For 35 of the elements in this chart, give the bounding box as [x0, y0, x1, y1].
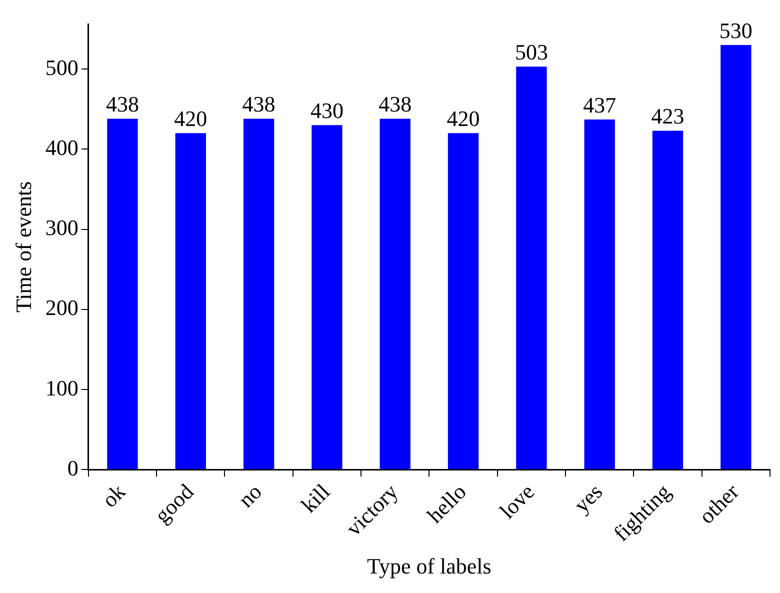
bar — [516, 66, 547, 470]
x-tick-label: love — [494, 478, 540, 524]
y-axis-title: Time of events — [10, 181, 36, 313]
data-label: 420 — [446, 106, 480, 131]
x-tick-label: kill — [296, 478, 335, 518]
y-tick-label: 400 — [45, 134, 78, 160]
y-tick-label: 100 — [45, 375, 78, 400]
bar — [652, 130, 684, 470]
bar — [380, 118, 410, 470]
data-label: 530 — [719, 18, 752, 43]
data-label: 420 — [174, 106, 208, 131]
bar — [584, 120, 615, 470]
bar — [720, 45, 752, 470]
x-axis-title: Type of labels — [367, 554, 492, 579]
data-label: 438 — [106, 92, 139, 117]
data-label: 438 — [378, 92, 412, 117]
x-tick-label: yes — [568, 478, 608, 518]
data-label: 423 — [651, 104, 684, 129]
bar — [243, 118, 274, 470]
data-label: 430 — [310, 98, 344, 123]
x-tick-label: hello — [422, 478, 471, 528]
bar — [175, 133, 206, 470]
y-tick-label: 200 — [45, 295, 78, 320]
x-tick-label: other — [694, 478, 744, 529]
bar — [107, 118, 138, 470]
x-tick-label: no — [233, 478, 266, 512]
data-label: 438 — [242, 92, 276, 117]
bar — [448, 133, 479, 470]
data-label: 503 — [514, 39, 548, 64]
bar — [312, 125, 342, 470]
data-label: 437 — [583, 92, 616, 118]
y-tick-label: 500 — [45, 54, 78, 80]
y-tick-label: 300 — [45, 215, 78, 240]
x-tick-label: ok — [96, 478, 130, 512]
y-tick-label: 0 — [67, 455, 78, 480]
